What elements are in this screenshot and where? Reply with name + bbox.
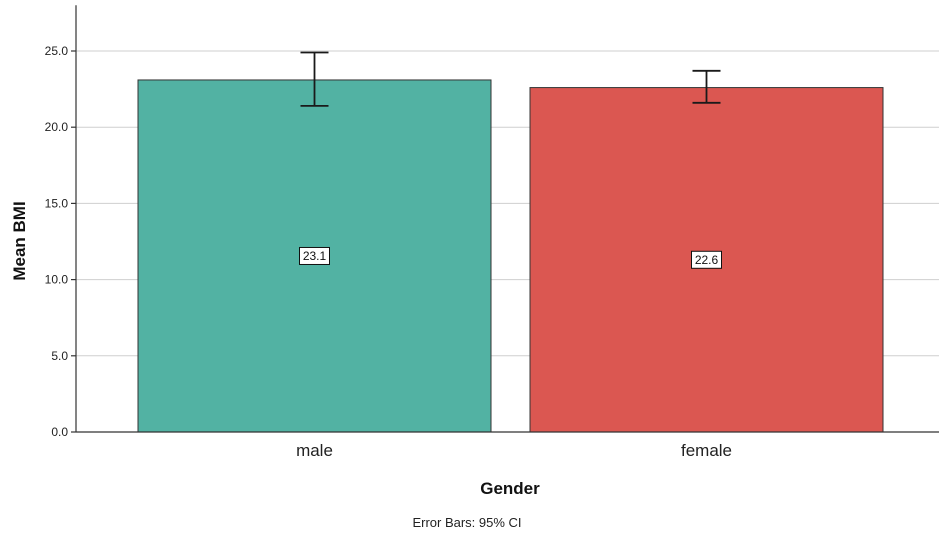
error-bars-footnote: Error Bars: 95% CI (412, 515, 521, 530)
data-labels: 23.1 22.6 (299, 246, 722, 269)
y-tick-label: 5.0 (51, 349, 68, 363)
y-tick-label: 20.0 (45, 120, 69, 134)
data-label-box-female (691, 250, 722, 269)
bars (137, 79, 884, 433)
data-label-box-male (299, 246, 330, 265)
y-tick-label: 25.0 (45, 44, 69, 58)
data-label-male: 23.1 (303, 249, 327, 263)
x-axis-title: Gender (480, 479, 540, 498)
y-tick-label: 0.0 (51, 425, 68, 439)
y-tick-labels: 0.0 5.0 10.0 15.0 20.0 25.0 (45, 44, 76, 439)
y-axis-title: Mean BMI (10, 201, 29, 280)
error-bars (300, 51, 721, 107)
axes (75, 5, 939, 433)
x-category-labels: male female (296, 441, 732, 460)
y-tick-label: 10.0 (45, 273, 69, 287)
data-label-female: 22.6 (695, 253, 719, 267)
x-tick-label-female: female (681, 441, 732, 460)
y-tick-label: 15.0 (45, 196, 69, 210)
x-tick-label-male: male (296, 441, 333, 460)
